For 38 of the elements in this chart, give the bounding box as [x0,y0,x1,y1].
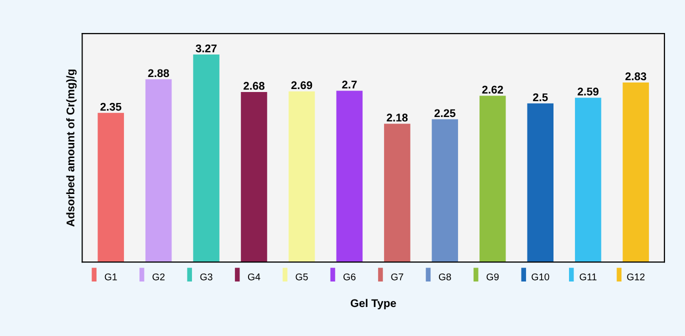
bar [98,112,124,262]
data-label: 2.59 [578,88,598,96]
data-label: 2.18 [386,114,408,122]
data-label: 2.69 [291,81,312,90]
bar [288,91,315,262]
bar [574,98,602,262]
data-label: 2.35 [100,102,122,111]
data-label: 2.88 [148,69,170,78]
bar [480,96,506,262]
x-tick-label: G1 [104,273,117,280]
x-tick-label: G12 [627,273,645,280]
x-tick-label: G5 [296,273,308,280]
x-tick-label: G6 [343,273,356,280]
data-label: 2.62 [482,86,504,94]
y-axis-title: Adsorbed amount of Cr(mg)/g [66,70,77,227]
bar [336,90,363,262]
x-tick-label: G8 [438,273,451,280]
bar [622,82,649,262]
x-tick-label: G10 [532,273,550,280]
bar [432,119,458,262]
bar [527,103,554,262]
x-tick-label: G2 [152,273,165,280]
data-label: 2.68 [244,82,264,90]
bar [193,54,220,262]
x-tick-label: G4 [248,273,260,280]
bar [384,124,410,262]
x-tick-label: G3 [200,273,212,280]
x-tick-label: G9 [486,273,499,280]
x-tick-label: G11 [580,273,596,280]
data-label: 2.25 [434,109,456,118]
bar [145,79,172,262]
data-label: 2.5 [533,93,548,102]
data-label: 3.27 [196,44,217,52]
x-axis-title: Gel Type [350,298,396,310]
x-tick-label: G7 [391,273,404,280]
data-label: 2.7 [342,80,357,88]
data-label: 2.83 [625,72,646,80]
bar [240,92,268,262]
